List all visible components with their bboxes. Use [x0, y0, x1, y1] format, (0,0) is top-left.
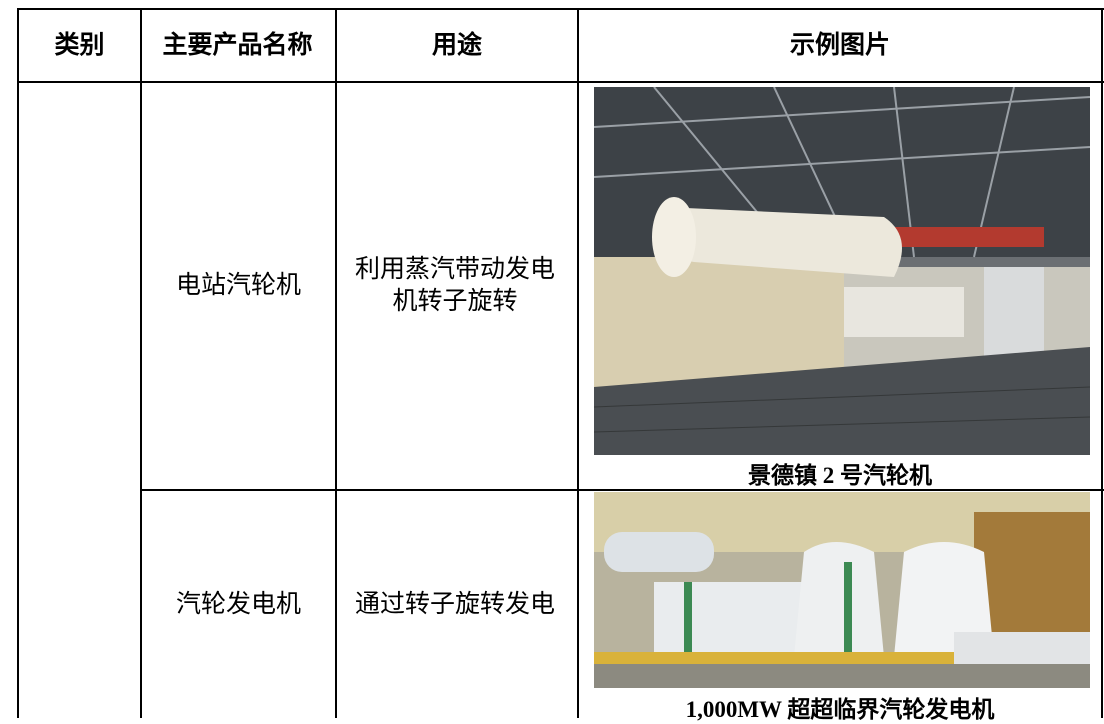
border	[17, 8, 19, 718]
border	[1101, 8, 1103, 718]
photo-generator	[594, 492, 1090, 688]
photo-turbine	[594, 87, 1090, 455]
border	[335, 8, 337, 718]
usage-cell: 利用蒸汽带动发电机转子旋转	[354, 256, 555, 315]
header-cell: 主要产品名称	[162, 31, 313, 59]
border	[17, 8, 1104, 10]
header-cell: 示例图片	[789, 31, 890, 59]
photo-caption: 景德镇 2 号汽轮机	[748, 463, 932, 488]
header-cell: 类别	[54, 31, 105, 59]
product-cell: 电站汽轮机	[175, 272, 301, 299]
product-cell: 汽轮发电机	[175, 590, 301, 618]
usage-cell: 通过转子旋转发电	[354, 590, 555, 618]
photo-caption: 1,000MW 超超临界汽轮发电机	[685, 697, 995, 722]
border	[577, 8, 579, 718]
border	[140, 489, 1104, 491]
border	[140, 8, 142, 718]
header-cell: 用途	[431, 31, 482, 59]
border	[17, 81, 1104, 83]
